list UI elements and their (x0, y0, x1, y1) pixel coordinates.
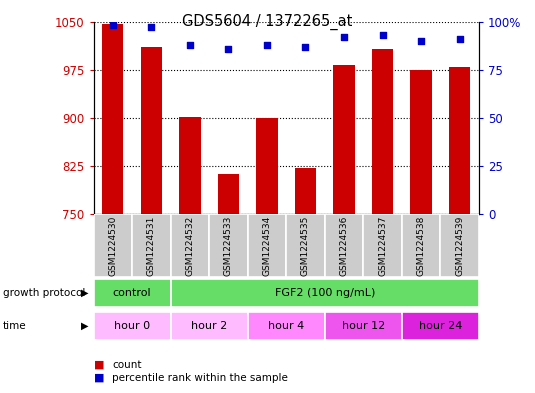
Text: GSM1224534: GSM1224534 (263, 215, 271, 276)
Bar (248, 214, 286, 277)
Bar (295, 168, 316, 214)
Bar (449, 67, 470, 214)
Text: GSM1224536: GSM1224536 (340, 215, 348, 276)
Text: GSM1224530: GSM1224530 (109, 215, 117, 276)
Bar (94, 312, 171, 340)
Text: GSM1224533: GSM1224533 (224, 215, 233, 276)
Bar (402, 214, 440, 277)
Bar (94, 214, 132, 277)
Text: hour 4: hour 4 (268, 321, 304, 331)
Text: GSM1224538: GSM1224538 (417, 215, 425, 276)
Point (186, 42, 194, 48)
Text: GSM1224535: GSM1224535 (301, 215, 310, 276)
Text: FGF2 (100 ng/mL): FGF2 (100 ng/mL) (274, 288, 375, 298)
Point (301, 44, 310, 50)
Point (455, 36, 464, 42)
Text: hour 12: hour 12 (342, 321, 385, 331)
Point (340, 34, 348, 40)
Point (224, 46, 233, 52)
Bar (410, 70, 432, 214)
Bar (171, 214, 209, 277)
Bar (256, 118, 278, 214)
Bar (94, 279, 171, 307)
Bar (372, 49, 393, 214)
Text: hour 0: hour 0 (114, 321, 150, 331)
Bar (171, 312, 248, 340)
Bar (209, 214, 248, 277)
Point (147, 24, 156, 31)
Text: ■: ■ (94, 373, 104, 383)
Bar (325, 312, 402, 340)
Bar (171, 279, 479, 307)
Text: GSM1224532: GSM1224532 (186, 215, 194, 276)
Bar (363, 214, 402, 277)
Text: GDS5604 / 1372265_at: GDS5604 / 1372265_at (182, 14, 353, 30)
Text: growth protocol: growth protocol (3, 288, 85, 298)
Bar (218, 174, 239, 214)
Bar (333, 64, 355, 214)
Bar (102, 24, 124, 214)
Bar (325, 214, 363, 277)
Text: ▶: ▶ (81, 321, 88, 331)
Bar (248, 312, 325, 340)
Text: hour 2: hour 2 (191, 321, 227, 331)
Text: count: count (112, 360, 142, 370)
Bar (286, 214, 325, 277)
Point (378, 32, 387, 38)
Point (109, 22, 117, 29)
Text: time: time (3, 321, 26, 331)
Bar (141, 47, 162, 214)
Text: GSM1224539: GSM1224539 (455, 215, 464, 276)
Text: percentile rank within the sample: percentile rank within the sample (112, 373, 288, 383)
Text: ▶: ▶ (81, 288, 88, 298)
Text: ■: ■ (94, 360, 104, 370)
Bar (402, 312, 479, 340)
Text: GSM1224531: GSM1224531 (147, 215, 156, 276)
Bar (132, 214, 171, 277)
Point (417, 38, 425, 44)
Bar (179, 117, 201, 214)
Text: GSM1224537: GSM1224537 (378, 215, 387, 276)
Bar (440, 214, 479, 277)
Text: control: control (113, 288, 151, 298)
Text: hour 24: hour 24 (418, 321, 462, 331)
Point (263, 42, 271, 48)
